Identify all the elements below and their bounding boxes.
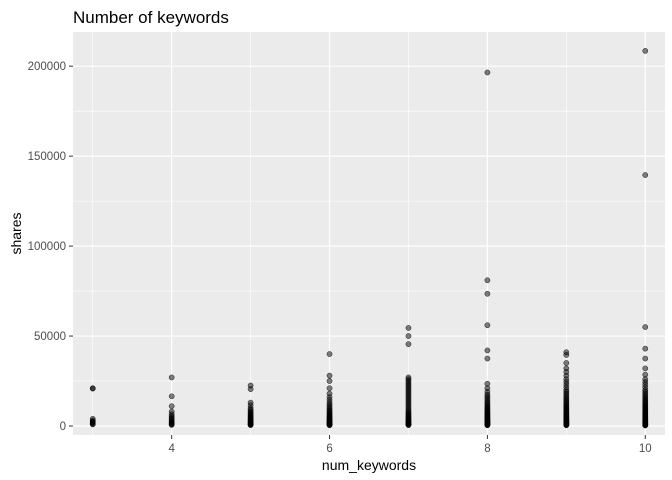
data-point (326, 378, 333, 384)
y-axis: 0 50000 100000 150000 200000 (28, 61, 73, 433)
data-point (326, 351, 333, 357)
data-point (484, 355, 491, 362)
data-point (484, 277, 491, 284)
data-point (484, 422, 491, 429)
data-point (642, 324, 649, 330)
data-point (326, 385, 333, 392)
data-point (563, 422, 570, 429)
data-point (642, 422, 649, 429)
data-point (405, 341, 412, 347)
data-point (168, 422, 175, 428)
x-tick-label: 10 (639, 443, 652, 455)
chart-title: Number of keywords (73, 8, 229, 27)
data-point (484, 69, 491, 76)
plot-panel (73, 32, 665, 435)
x-axis: 4 6 8 10 (168, 435, 652, 455)
data-points (89, 48, 649, 429)
data-point (405, 333, 412, 339)
data-point (484, 322, 491, 329)
y-tick-label: 200000 (28, 61, 66, 73)
data-point (247, 422, 254, 428)
y-tick-label: 50000 (34, 331, 66, 343)
x-tick-label: 4 (168, 443, 175, 455)
data-point (642, 345, 649, 352)
x-tick-label: 8 (484, 443, 490, 455)
data-point (89, 421, 96, 428)
data-point (563, 352, 570, 358)
data-point (642, 48, 649, 54)
data-point (484, 290, 491, 297)
x-axis-title: num_keywords (322, 457, 416, 473)
data-point (247, 386, 254, 392)
data-point (642, 365, 649, 372)
data-point (405, 422, 412, 428)
data-point (642, 355, 649, 362)
data-point (642, 172, 649, 178)
data-point (168, 403, 175, 410)
y-tick-label: 150000 (28, 151, 66, 163)
data-point (563, 360, 570, 366)
data-point (326, 422, 333, 429)
data-point (405, 325, 412, 331)
data-point (89, 385, 96, 392)
data-point (326, 372, 333, 379)
y-tick-label: 100000 (28, 241, 66, 253)
data-point (484, 347, 491, 354)
y-tick-label: 0 (60, 421, 66, 433)
data-point (168, 393, 175, 400)
x-tick-label: 6 (326, 443, 332, 455)
y-axis-title: shares (8, 212, 24, 254)
data-point (168, 374, 175, 381)
